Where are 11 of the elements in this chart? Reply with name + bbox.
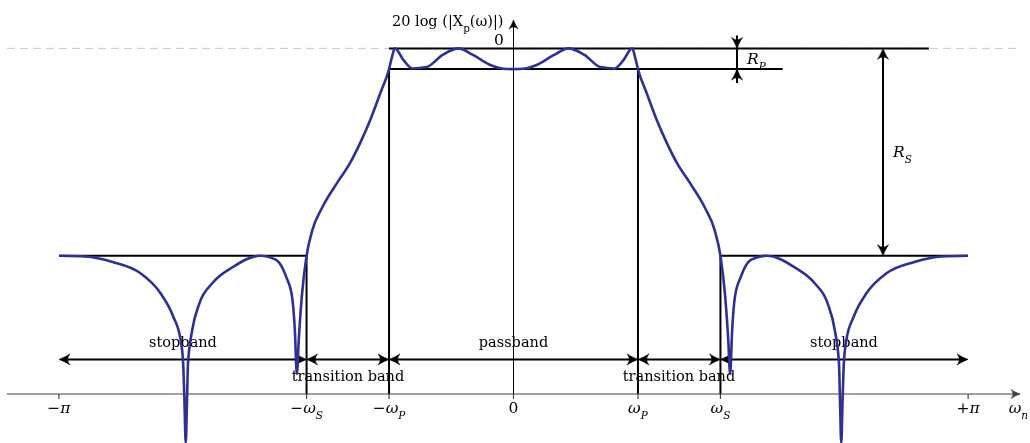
x-tick-label: +π — [956, 399, 981, 417]
y-axis-title: 20 log (|X$_{p}$(ω)|) — [391, 13, 504, 34]
annotation: 0 — [494, 31, 504, 50]
x-tick-label: −π — [47, 399, 72, 417]
x-axis-title: ω$_{n}$ — [1008, 399, 1028, 421]
annotation: R$_{S}$ — [892, 143, 912, 165]
x-tick-label: ω$_{S}$ — [710, 399, 731, 421]
x-tick-label: 0 — [508, 399, 519, 417]
x-tick-label: ω$_{P}$ — [628, 399, 649, 421]
x-tick-label: −ω$_{P}$ — [372, 399, 407, 421]
x-tick-label: −ω$_{S}$ — [290, 399, 323, 421]
